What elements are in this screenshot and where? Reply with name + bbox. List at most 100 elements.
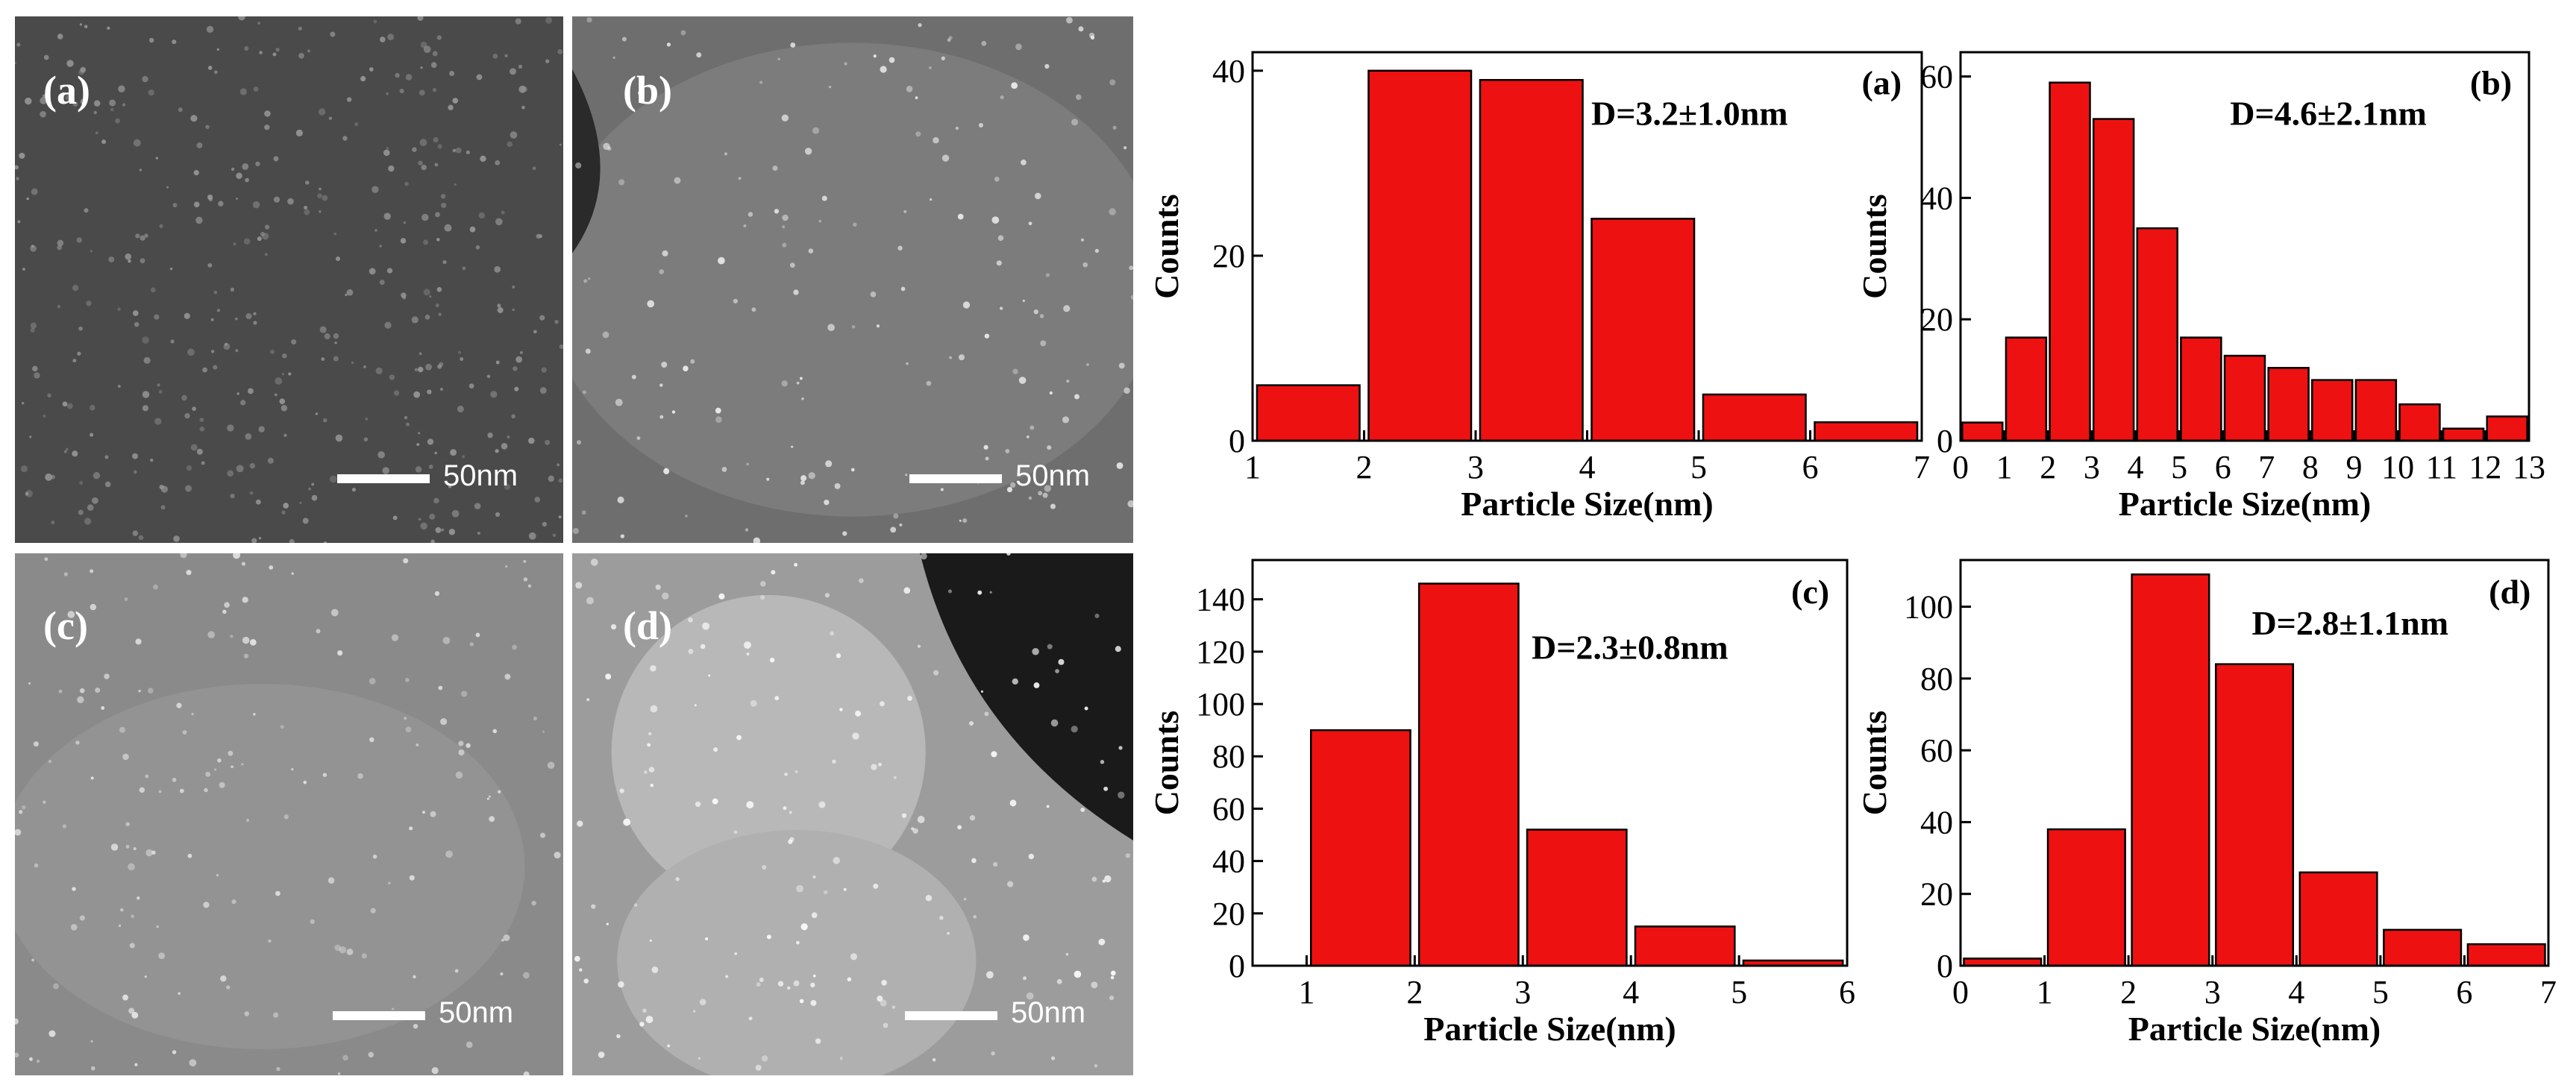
x-tick-label: 5: [1690, 449, 1707, 485]
y-tick-label: 0: [1229, 423, 1245, 459]
micrograph-c-scale-label: 50nm: [439, 996, 514, 1029]
x-tick-label: 9: [2346, 449, 2363, 485]
plot-frame: [1251, 559, 1849, 967]
micrograph-d-scale-bar: [905, 1011, 997, 1020]
x-tick-label: 6: [2215, 449, 2231, 485]
micrograph-c-image: [15, 553, 563, 1075]
bar: [2267, 367, 2310, 442]
micrograph-a-scale-label: 50nm: [443, 459, 518, 492]
micrograph-b-image: [572, 16, 1133, 543]
bar: [1526, 829, 1628, 967]
y-axis-label: Counts: [1855, 194, 1893, 299]
micrograph-b-label: (b): [623, 68, 672, 113]
bar: [2383, 928, 2463, 967]
bar: [1256, 384, 1361, 442]
y-axis-label: Counts: [1147, 711, 1185, 816]
bar: [1417, 582, 1520, 967]
x-tick-label: 13: [2513, 449, 2545, 485]
bar: [2136, 227, 2178, 442]
bar: [2486, 415, 2528, 442]
micrograph-a-label: (a): [43, 68, 90, 113]
histogram-a: 1 2 3 4 5 6 7 0 20 40 Particle Size(nm) Counts (a) D=…: [1147, 51, 1930, 523]
micrograph-b-scale-bar: [909, 474, 1002, 483]
bar: [2398, 403, 2441, 442]
y-tick-label: 60: [1920, 732, 1953, 769]
bar: [1367, 69, 1473, 442]
y-axis-label: Counts: [1855, 711, 1893, 816]
x-tick-label: 5: [1731, 974, 1747, 1010]
x-tick-label: 0: [1952, 449, 1969, 485]
micrograph-d-image: [572, 553, 1133, 1075]
bar: [1310, 729, 1411, 967]
bar: [1961, 421, 2004, 442]
size-annotation: D=2.8±1.1nm: [2251, 604, 2448, 642]
x-tick-label: 3: [1514, 974, 1531, 1010]
x-tick-label: 3: [2204, 974, 2221, 1010]
x-tick-label: 2: [1406, 974, 1423, 1010]
x-tick-label: 8: [2302, 449, 2319, 485]
x-tick-label: 6: [2456, 974, 2472, 1010]
micrograph-c-scale-bar: [333, 1011, 425, 1020]
y-tick-label: 0: [1937, 423, 1953, 459]
y-tick-label: 60: [1920, 59, 1953, 95]
bar: [2005, 336, 2048, 442]
x-tick-label: 4: [2127, 449, 2143, 485]
y-tick-label: 80: [1920, 661, 1953, 697]
x-tick-label: 3: [2084, 449, 2100, 485]
bar: [2466, 943, 2546, 967]
size-annotation: D=4.6±2.1nm: [2230, 94, 2427, 132]
bar: [2354, 379, 2398, 442]
size-annotation: D=2.3±0.8nm: [1532, 628, 1729, 666]
x-tick-label: 6: [1802, 449, 1819, 485]
y-tick-label: 40: [1212, 53, 1245, 89]
y-tick-label: 20: [1212, 896, 1245, 932]
bar: [1591, 218, 1696, 442]
x-axis-label: Particle Size(nm): [2128, 1010, 2381, 1048]
y-tick-label: 0: [1229, 948, 1245, 984]
micrograph-a-image: [15, 16, 563, 543]
x-tick-label: 7: [2258, 449, 2275, 485]
bar: [2223, 354, 2266, 442]
x-tick-label: 12: [2469, 449, 2501, 485]
panel-label: (a): [1861, 63, 1902, 101]
bar: [2298, 871, 2378, 967]
y-tick-label: 60: [1212, 790, 1245, 827]
y-tick-label: 40: [1920, 180, 1953, 216]
bar: [2131, 573, 2210, 967]
x-tick-label: 3: [1467, 449, 1484, 485]
micrograph-c-label: (c): [43, 603, 88, 648]
micrograph-a-scale-bar: [337, 474, 430, 483]
x-tick-label: 0: [1952, 974, 1969, 1010]
x-tick-label: 4: [2288, 974, 2304, 1010]
y-tick-label: 40: [1920, 804, 1953, 840]
bar: [2180, 336, 2222, 442]
y-tick-label: 0: [1937, 948, 1953, 984]
plot-frame: [1251, 51, 1923, 442]
micrograph-d-label: (d): [623, 603, 672, 648]
y-tick-label: 20: [1920, 301, 1953, 338]
y-tick-label: 40: [1212, 843, 1245, 880]
x-tick-label: 4: [1579, 449, 1596, 485]
x-tick-label: 1: [2037, 974, 2053, 1010]
x-tick-label: 6: [1839, 974, 1855, 1010]
y-tick-label: 20: [1920, 876, 1953, 913]
micrograph-b: (b) 50nm: [572, 16, 1133, 543]
x-tick-label: 1: [1244, 449, 1261, 485]
plot-frame: [1959, 559, 2550, 967]
size-annotation: D=3.2±1.0nm: [1591, 94, 1788, 132]
micrograph-c: (c) 50nm: [15, 553, 563, 1075]
y-tick-label: 120: [1196, 634, 1245, 670]
x-tick-label: 10: [2381, 449, 2414, 485]
y-axis-label: Counts: [1147, 194, 1185, 299]
micrograph-d: (d) 50nm: [572, 553, 1133, 1075]
bar: [1814, 421, 1919, 442]
bar: [2092, 118, 2135, 442]
bar: [2214, 663, 2295, 967]
y-tick-label: 100: [1904, 589, 1953, 626]
x-tick-label: 5: [2171, 449, 2187, 485]
bar: [1479, 78, 1584, 442]
micrograph-b-scale-label: 50nm: [1015, 459, 1091, 492]
